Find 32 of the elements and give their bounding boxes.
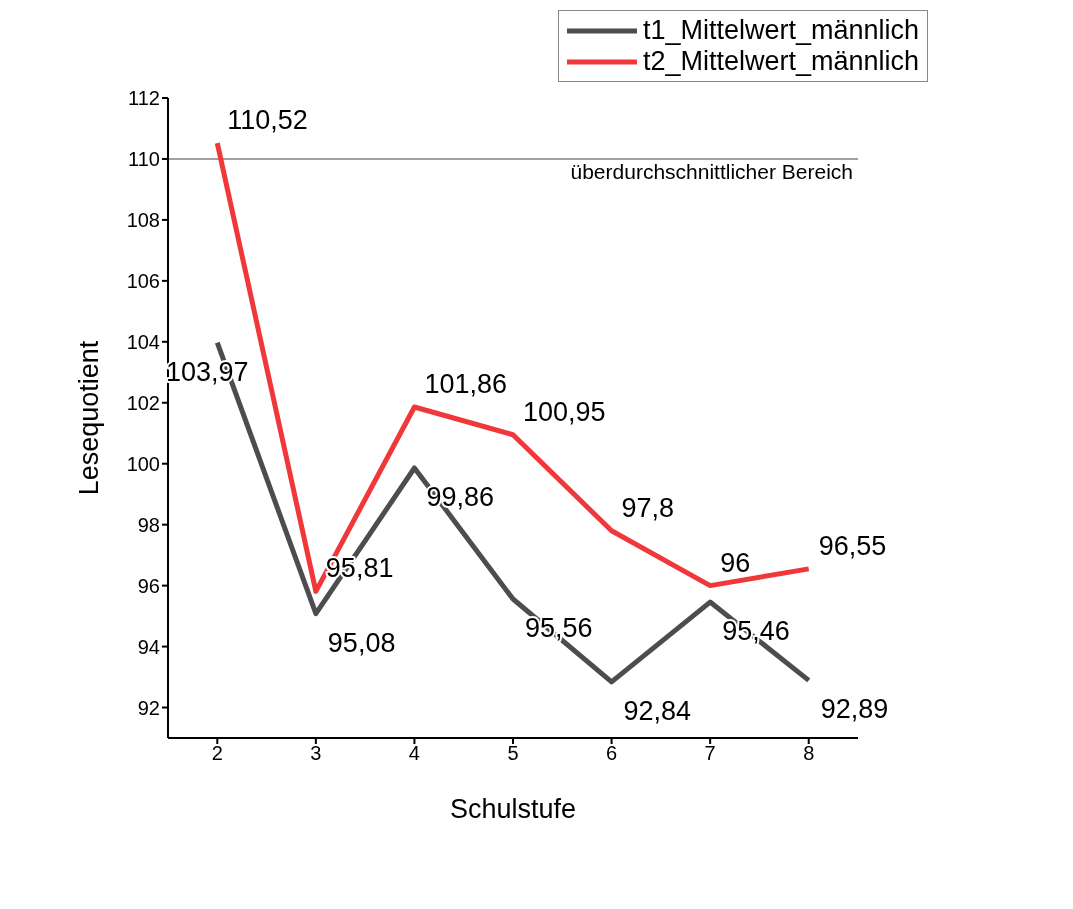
x-tick-label: 8 bbox=[803, 742, 815, 765]
data-label: 96 bbox=[720, 547, 751, 578]
x-tick-label: 6 bbox=[606, 742, 618, 765]
x-tick-label: 2 bbox=[211, 742, 223, 765]
y-tick-label: 112 bbox=[128, 87, 160, 110]
data-label: 95,08 bbox=[327, 627, 396, 658]
y-tick-label: 110 bbox=[128, 148, 160, 171]
y-tick-label: 108 bbox=[126, 209, 160, 231]
x-tick-label: 4 bbox=[408, 742, 420, 765]
x-tick-label: 5 bbox=[507, 742, 519, 765]
x-tick-label: 3 bbox=[310, 742, 322, 765]
data-label: 100,95 bbox=[523, 396, 606, 427]
y-tick-label: 104 bbox=[126, 330, 160, 353]
y-tick-label: 106 bbox=[126, 269, 160, 292]
y-tick-label: 94 bbox=[137, 635, 160, 658]
x-axis-title: Schulstufe bbox=[449, 794, 577, 824]
x-tick-label: 7 bbox=[704, 742, 716, 765]
data-label: 101,86 bbox=[424, 369, 508, 400]
y-tick-label: 102 bbox=[126, 391, 160, 414]
y-axis-title: Lesequotient bbox=[73, 340, 104, 496]
y-tick-label: 100 bbox=[126, 452, 160, 475]
data-label: 92,84 bbox=[623, 695, 692, 726]
legend-label: t1_Mittelwert_männlich bbox=[642, 15, 919, 46]
data-label: 96,55 bbox=[818, 530, 887, 561]
legend-label: t2_Mittelwert_männlich bbox=[642, 46, 919, 77]
data-label: 97,8 bbox=[621, 492, 675, 523]
y-tick-label: 96 bbox=[137, 574, 160, 597]
y-tick-label: 98 bbox=[137, 513, 160, 536]
y-tick-label: 92 bbox=[137, 696, 160, 719]
data-label: 92,89 bbox=[820, 694, 889, 725]
data-label: 110,52 bbox=[227, 105, 308, 136]
ref-line-label: überdurchschnittlicher Bereich bbox=[570, 159, 853, 183]
